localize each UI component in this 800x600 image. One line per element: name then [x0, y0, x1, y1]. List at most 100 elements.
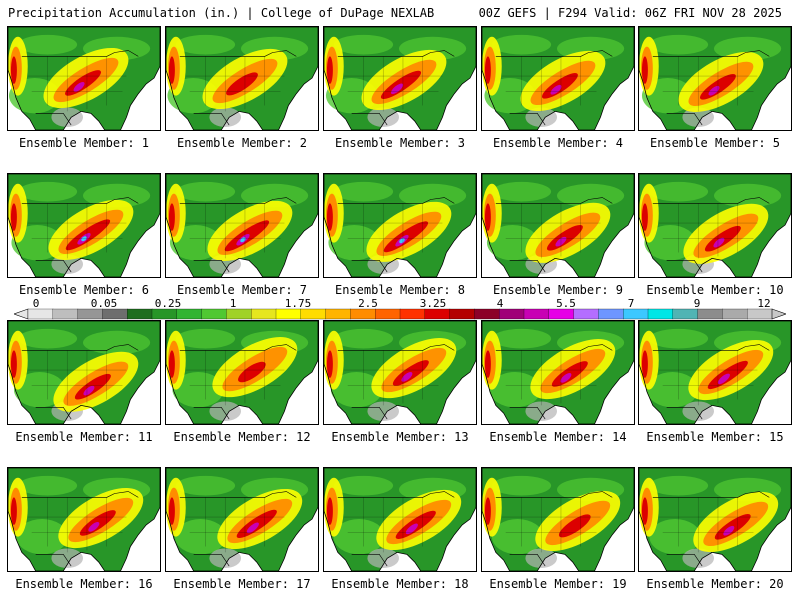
colorbar-segment — [399, 308, 426, 320]
ensemble-member-map — [638, 173, 792, 278]
ensemble-member-label: Ensemble Member: 2 — [176, 136, 308, 150]
precip-map — [8, 27, 160, 130]
ensemble-member-label: Ensemble Member: 14 — [489, 430, 627, 444]
colorbar-segment — [449, 308, 476, 320]
colorbar-segment — [598, 308, 624, 320]
ensemble-member-map — [323, 467, 477, 572]
ensemble-member-label: Ensemble Member: 9 — [492, 283, 624, 297]
ensemble-member-label: Ensemble Member: 4 — [492, 136, 624, 150]
ensemble-member-map — [323, 173, 477, 278]
colorbar-tick-label: 0.05 — [90, 297, 118, 310]
colorbar-segment — [375, 308, 401, 320]
precip-map — [324, 174, 476, 277]
precip-map — [166, 174, 318, 277]
ensemble-member-map — [638, 467, 792, 572]
colorbar-segment — [77, 308, 104, 320]
ensemble-member-map — [7, 26, 161, 131]
ensemble-member-label: Ensemble Member: 12 — [173, 430, 311, 444]
colorbar-tick-label: 0.25 — [154, 297, 182, 310]
ensemble-member-map — [481, 173, 635, 278]
colorbar-segment — [548, 308, 575, 320]
colorbar-right-arrow — [771, 308, 786, 320]
colorbar-segment — [176, 308, 203, 320]
colorbar-segment — [623, 308, 649, 320]
colorbar-segment — [647, 308, 674, 320]
ensemble-member-map — [481, 467, 635, 572]
colorbar-tick-label: 4 — [496, 297, 504, 310]
precip-map — [482, 27, 634, 130]
ensemble-member-label: Ensemble Member: 19 — [489, 577, 627, 591]
precip-colorbar — [14, 308, 786, 320]
ensemble-member-map — [7, 173, 161, 278]
precip-map — [482, 321, 634, 424]
colorbar-segment — [27, 308, 54, 320]
precip-map — [482, 468, 634, 571]
precip-map — [8, 468, 160, 571]
precip-map — [639, 468, 791, 571]
ensemble-member-label: Ensemble Member: 10 — [646, 283, 784, 297]
colorbar-tick-label: 7 — [627, 297, 635, 310]
colorbar-left-arrow — [14, 308, 29, 320]
precip-map — [639, 174, 791, 277]
precip-map — [166, 468, 318, 571]
colorbar-segment — [672, 308, 699, 320]
colorbar-segment — [523, 308, 550, 320]
ensemble-member-label: Ensemble Member: 15 — [646, 430, 784, 444]
ensemble-member-map — [165, 467, 319, 572]
colorbar-tick-label: 12 — [757, 297, 771, 310]
colorbar-segment — [722, 308, 748, 320]
ensemble-member-map — [638, 26, 792, 131]
colorbar-tick-label: 9 — [693, 297, 701, 310]
ensemble-member-label: Ensemble Member: 8 — [334, 283, 466, 297]
map-title: Precipitation Accumulation (in.) | Colle… — [8, 6, 435, 20]
colorbar-tick-label: 5.5 — [556, 297, 576, 310]
ensemble-member-map — [323, 320, 477, 425]
ensemble-member-label: Ensemble Member: 17 — [173, 577, 311, 591]
ensemble-member-map — [7, 467, 161, 572]
ensemble-member-map — [323, 26, 477, 131]
colorbar-segment — [275, 308, 302, 320]
colorbar-segment — [350, 308, 376, 320]
ensemble-member-label: Ensemble Member: 1 — [18, 136, 150, 150]
precip-map — [324, 468, 476, 571]
colorbar-segment — [474, 308, 500, 320]
precip-map — [8, 174, 160, 277]
precip-map — [324, 27, 476, 130]
colorbar-segment — [127, 308, 153, 320]
ensemble-member-map — [638, 320, 792, 425]
precip-map — [8, 321, 160, 424]
precip-map — [166, 27, 318, 130]
valid-time-label: 00Z GEFS | F294 Valid: 06Z FRI NOV 28 20… — [478, 6, 782, 20]
colorbar-segment — [300, 308, 327, 320]
ensemble-member-label: Ensemble Member: 7 — [176, 283, 308, 297]
ensemble-member-map — [7, 320, 161, 425]
colorbar-segment — [201, 308, 228, 320]
precip-map — [639, 27, 791, 130]
ensemble-member-label: Ensemble Member: 3 — [334, 136, 466, 150]
colorbar-tick-label: 0 — [32, 297, 40, 310]
precip-map — [639, 321, 791, 424]
colorbar-segment — [499, 308, 525, 320]
ensemble-member-map — [481, 26, 635, 131]
precip-map — [324, 321, 476, 424]
colorbar-segment — [697, 308, 724, 320]
colorbar-segment — [102, 308, 128, 320]
colorbar-tick-label: 2.5 — [358, 297, 378, 310]
colorbar-segment — [251, 308, 277, 320]
ensemble-member-label: Ensemble Member: 11 — [15, 430, 153, 444]
colorbar-segment — [325, 308, 352, 320]
precip-map — [166, 321, 318, 424]
ensemble-member-map — [165, 320, 319, 425]
colorbar-segment — [573, 308, 600, 320]
colorbar-segment — [424, 308, 451, 320]
ensemble-member-label: Ensemble Member: 18 — [331, 577, 469, 591]
colorbar-tick-label: 1 — [229, 297, 237, 310]
ensemble-member-label: Ensemble Member: 5 — [649, 136, 781, 150]
colorbar-segment — [52, 308, 79, 320]
ensemble-member-label: Ensemble Member: 16 — [15, 577, 153, 591]
ensemble-member-label: Ensemble Member: 20 — [646, 577, 784, 591]
colorbar-tick-label: 3.25 — [419, 297, 447, 310]
colorbar-tick-label: 1.75 — [284, 297, 312, 310]
colorbar-segment — [747, 308, 773, 320]
ensemble-member-map — [481, 320, 635, 425]
